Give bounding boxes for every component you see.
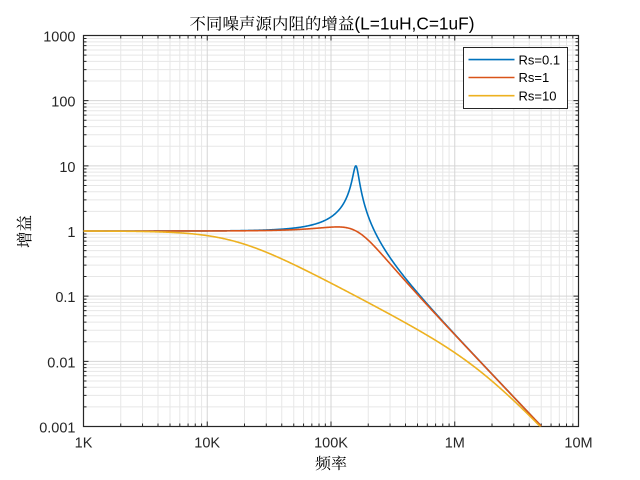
svg-text:1000: 1000 [43,30,75,46]
svg-text:0.01: 0.01 [47,355,75,371]
svg-text:100: 100 [51,95,75,111]
svg-text:1K: 1K [75,436,93,452]
svg-text:10: 10 [59,160,75,176]
svg-text:(L=1uH,C=1uF): (L=1uH,C=1uF) [354,14,474,34]
svg-text:10K: 10K [194,436,220,452]
svg-text:Rs=1: Rs=1 [519,70,550,85]
svg-text:1M: 1M [445,436,465,452]
svg-text:100K: 100K [314,436,348,452]
svg-text:1: 1 [67,225,75,241]
svg-text:0.1: 0.1 [55,290,75,306]
svg-text:0.001: 0.001 [39,421,75,437]
svg-text:Rs=10: Rs=10 [519,88,557,103]
svg-text:Rs=0.1: Rs=0.1 [519,52,561,67]
svg-text:10M: 10M [564,436,592,452]
